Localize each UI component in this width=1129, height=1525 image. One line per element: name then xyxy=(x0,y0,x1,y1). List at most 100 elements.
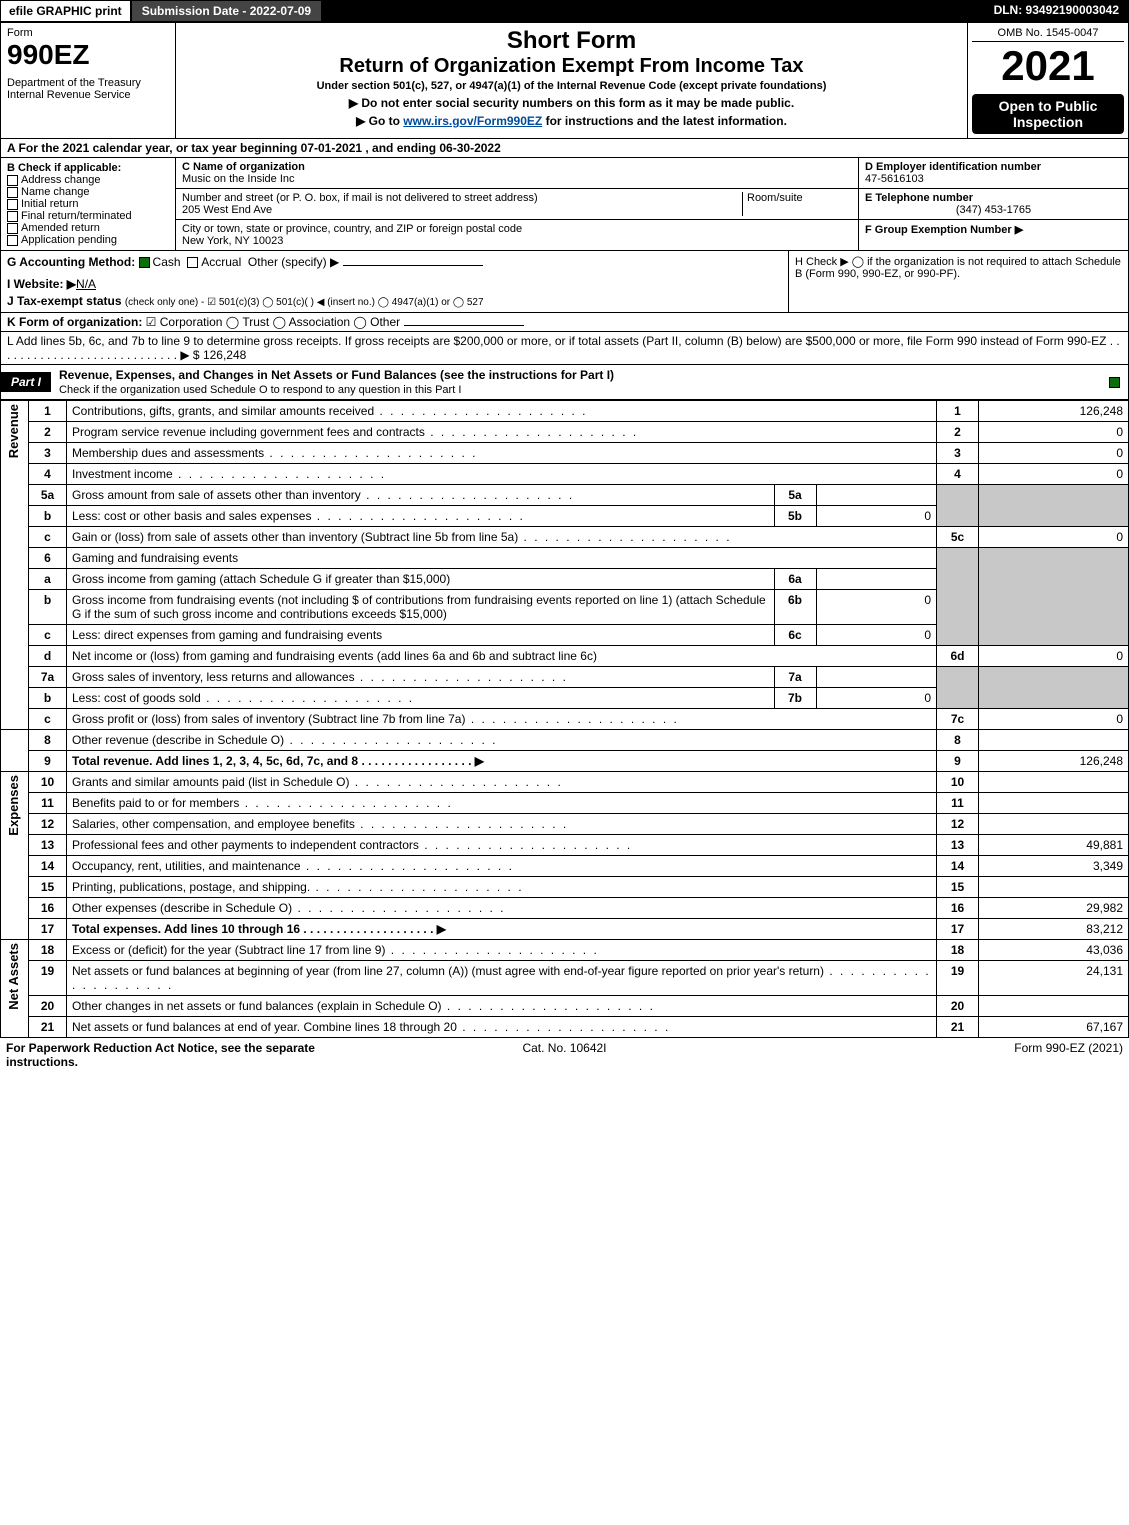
r19-d: Net assets or fund balances at beginning… xyxy=(67,961,937,996)
r6c-n: c xyxy=(29,625,67,646)
footer-left: For Paperwork Reduction Act Notice, see … xyxy=(6,1041,378,1069)
r18-n: 18 xyxy=(29,940,67,961)
r6c-d: Less: direct expenses from gaming and fu… xyxy=(67,625,774,645)
r18-d: Excess or (deficit) for the year (Subtra… xyxy=(67,940,937,961)
chk-name[interactable]: Name change xyxy=(7,186,169,198)
chk-address[interactable]: Address change xyxy=(7,174,169,186)
r18-ln: 18 xyxy=(937,940,979,961)
r11-ln: 11 xyxy=(937,793,979,814)
r17-v: 83,212 xyxy=(979,919,1129,940)
r5c-d: Gain or (loss) from sale of assets other… xyxy=(67,527,937,548)
part1-label: Part I xyxy=(1,372,51,392)
netassets-side: Net Assets xyxy=(6,943,21,1010)
r6c-sn: 6c xyxy=(774,625,816,645)
return-title: Return of Organization Exempt From Incom… xyxy=(180,55,963,78)
K-label: K Form of organization: xyxy=(7,315,142,329)
r20-n: 20 xyxy=(29,996,67,1017)
r7c-n: c xyxy=(29,709,67,730)
C-label: C Name of organization xyxy=(182,161,305,173)
r3-v: 0 xyxy=(979,443,1129,464)
r2-n: 2 xyxy=(29,422,67,443)
chk-final[interactable]: Final return/terminated xyxy=(7,210,169,222)
r6a-d: Gross income from gaming (attach Schedul… xyxy=(67,569,774,589)
chk-amended[interactable]: Amended return xyxy=(7,222,169,234)
r14-v: 3,349 xyxy=(979,856,1129,877)
B-title: B Check if applicable: xyxy=(7,162,169,174)
irs-link[interactable]: www.irs.gov/Form990EZ xyxy=(403,114,542,128)
chk-accrual[interactable] xyxy=(187,257,198,268)
form-word: Form xyxy=(7,27,169,39)
r14-ln: 14 xyxy=(937,856,979,877)
r17-d: Total expenses. Add lines 10 through 16 … xyxy=(72,922,446,936)
r20-ln: 20 xyxy=(937,996,979,1017)
r11-n: 11 xyxy=(29,793,67,814)
r6d-ln: 6d xyxy=(937,646,979,667)
r18-v: 43,036 xyxy=(979,940,1129,961)
ein: 47-5616103 xyxy=(865,173,924,185)
r5c-n: c xyxy=(29,527,67,548)
K-blank[interactable] xyxy=(404,325,524,326)
r6c-sv: 0 xyxy=(816,625,936,645)
r5c-ln: 5c xyxy=(937,527,979,548)
r10-d: Grants and similar amounts paid (list in… xyxy=(67,772,937,793)
r5b-sv: 0 xyxy=(816,506,936,526)
E-label: E Telephone number xyxy=(865,192,973,204)
r1-v: 126,248 xyxy=(979,401,1129,422)
r5a-n: 5a xyxy=(29,485,67,506)
part1-schedO-check[interactable] xyxy=(1109,377,1120,388)
I-label: I Website: ▶ xyxy=(7,277,76,291)
r15-d: Printing, publications, postage, and shi… xyxy=(67,877,937,898)
room-suite: Room/suite xyxy=(742,192,852,216)
r15-n: 15 xyxy=(29,877,67,898)
revenue-side: Revenue xyxy=(6,404,21,458)
section-B-F: B Check if applicable: Address change Na… xyxy=(0,158,1129,251)
r12-ln: 12 xyxy=(937,814,979,835)
r17-ln: 17 xyxy=(937,919,979,940)
r6-greyv xyxy=(979,548,1129,646)
r11-d: Benefits paid to or for members xyxy=(67,793,937,814)
r1-n: 1 xyxy=(29,401,67,422)
r8-n: 8 xyxy=(29,730,67,751)
r21-ln: 21 xyxy=(937,1017,979,1038)
r6b-sv: 0 xyxy=(816,590,936,624)
r7c-d: Gross profit or (loss) from sales of inv… xyxy=(67,709,937,730)
line-A: A For the 2021 calendar year, or tax yea… xyxy=(0,139,1129,158)
chk-pending[interactable]: Application pending xyxy=(7,234,169,246)
r9-ln: 9 xyxy=(937,751,979,772)
part1-bar: Part I Revenue, Expenses, and Changes in… xyxy=(0,365,1129,400)
r3-n: 3 xyxy=(29,443,67,464)
D-label: D Employer identification number xyxy=(865,161,1041,173)
footer-mid: Cat. No. 10642I xyxy=(378,1041,750,1069)
r7a-sn: 7a xyxy=(774,667,816,687)
org-name: Music on the Inside Inc xyxy=(182,173,295,185)
r6d-n: d xyxy=(29,646,67,667)
r7b-n: b xyxy=(29,688,67,709)
r5a-sv xyxy=(816,485,936,505)
form-number: 990EZ xyxy=(7,39,169,71)
tax-year: 2021 xyxy=(972,42,1124,90)
J-rest: (check only one) - ☑ 501(c)(3) ◯ 501(c)(… xyxy=(125,297,484,308)
efile-print[interactable]: efile GRAPHIC print xyxy=(0,0,131,22)
part1-sub: Check if the organization used Schedule … xyxy=(59,384,461,396)
r4-n: 4 xyxy=(29,464,67,485)
dept-treasury: Department of the Treasury Internal Reve… xyxy=(7,77,169,101)
r6b-sn: 6b xyxy=(774,590,816,624)
chk-initial[interactable]: Initial return xyxy=(7,198,169,210)
other-blank[interactable] xyxy=(343,265,483,266)
chk-cash[interactable] xyxy=(139,257,150,268)
r7-greyv xyxy=(979,667,1129,709)
open-to-public: Open to Public Inspection xyxy=(972,94,1124,134)
r14-n: 14 xyxy=(29,856,67,877)
r15-ln: 15 xyxy=(937,877,979,898)
r16-n: 16 xyxy=(29,898,67,919)
r20-v xyxy=(979,996,1129,1017)
other-lbl: Other (specify) ▶ xyxy=(248,255,339,269)
J-label: J Tax-exempt status xyxy=(7,294,122,308)
city-val: New York, NY 10023 xyxy=(182,235,283,247)
r12-n: 12 xyxy=(29,814,67,835)
r9-d: Total revenue. Add lines 1, 2, 3, 4, 5c,… xyxy=(72,754,484,768)
r8-ln: 8 xyxy=(937,730,979,751)
r2-ln: 2 xyxy=(937,422,979,443)
r4-ln: 4 xyxy=(937,464,979,485)
r21-d: Net assets or fund balances at end of ye… xyxy=(67,1017,937,1038)
